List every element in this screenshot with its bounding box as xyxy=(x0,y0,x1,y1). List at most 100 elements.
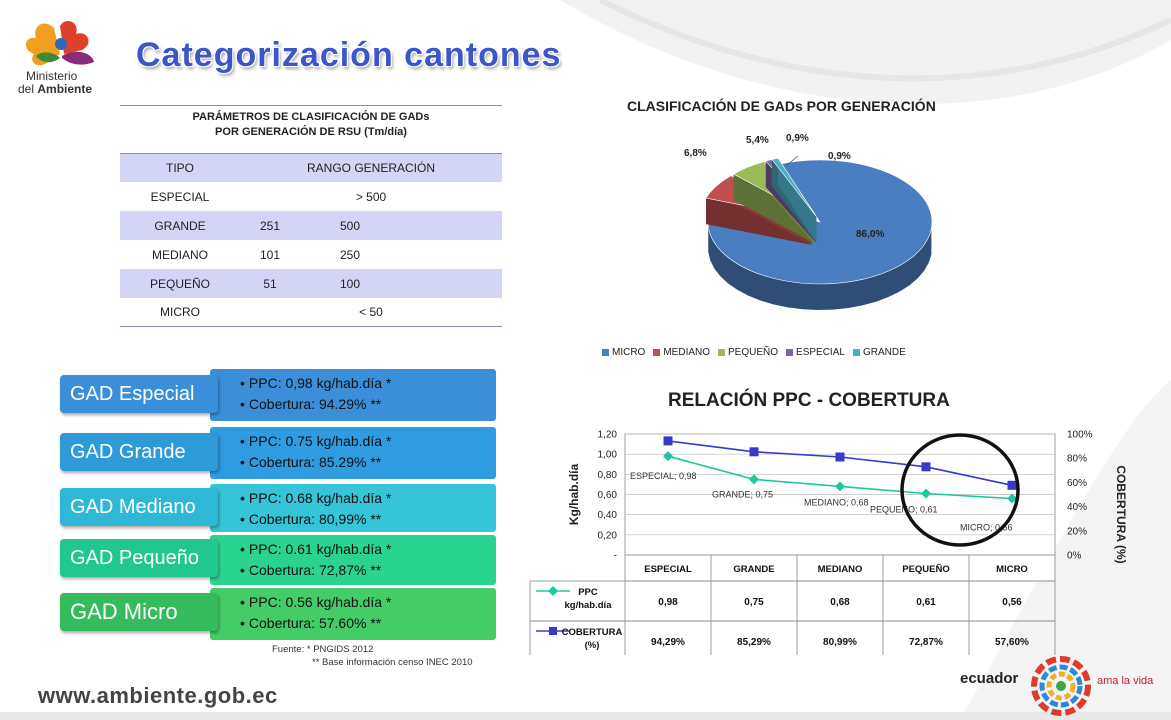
legend-label: ESPECIAL xyxy=(796,347,845,358)
legend-swatch xyxy=(786,349,794,356)
pie-label-mediano: 6,8% xyxy=(684,148,707,159)
pie-leader-line xyxy=(785,155,799,167)
gad-label: GAD Micro xyxy=(60,593,218,631)
series-point xyxy=(1007,480,1017,490)
table-row: PEQUEÑO 51 100 xyxy=(120,269,502,298)
y-tick-label: 0,60 xyxy=(598,490,618,501)
table-value: 0,75 xyxy=(744,597,764,608)
parameters-caption-line2: POR GENERACIÓN DE RSU (Tm/día) xyxy=(215,126,407,138)
point-label: ESPECIAL; 0,98 xyxy=(630,471,697,481)
cell-tipo: GRANDE xyxy=(154,218,206,233)
y2-tick-label: 60% xyxy=(1067,478,1087,489)
gad-cobertura: Cobertura: 94.29% ** xyxy=(240,394,391,415)
legend-item: MICRO xyxy=(602,347,645,358)
gad-micro-block: GAD Micro PPC: 0.56 kg/hab.día * Cobertu… xyxy=(60,588,496,640)
table-value: 72,87% xyxy=(909,637,943,648)
logo-line1: Ministerio xyxy=(26,69,78,83)
table-category: PEQUEÑO xyxy=(902,564,950,575)
table-category: MICRO xyxy=(996,564,1028,575)
gad-cobertura: Cobertura: 57.60% ** xyxy=(240,613,391,634)
pie-slice-wall xyxy=(733,174,815,244)
y2-tick-label: 0% xyxy=(1067,551,1082,562)
parameters-caption: PARÁMETROS DE CLASIFICACIÓN DE GADs POR … xyxy=(120,105,502,153)
series-point xyxy=(663,451,673,462)
source-line1: Fuente: * PNGIDS 2012 xyxy=(272,644,374,655)
line-chart-title: RELACIÓN PPC - COBERTURA xyxy=(668,390,950,411)
gad-cobertura: Cobertura: 85.29% ** xyxy=(240,452,391,473)
line-chart: - 0,20 0,40 0,60 0,80 1,00 1,20 0% 20% 40% 60% 80% 1… xyxy=(529,430,1128,655)
series-point xyxy=(749,474,759,485)
y-tick-label: 0,80 xyxy=(598,470,618,481)
legend-item: PEQUEÑO xyxy=(718,347,778,358)
table-category: ESPECIAL xyxy=(644,564,692,575)
table-row: MEDIANO 101 250 xyxy=(120,240,502,269)
y2-tick-label: 20% xyxy=(1067,526,1087,537)
gad-grande-block: GAD Grande PPC: 0.75 kg/hab.día * Cobert… xyxy=(60,427,496,479)
series-point xyxy=(921,462,931,472)
legend-item: ESPECIAL xyxy=(786,347,845,358)
gad-details: PPC: 0.75 kg/hab.día * Cobertura: 85.29%… xyxy=(240,431,391,473)
cell-tipo: PEQUEÑO xyxy=(149,276,210,291)
table-value: 80,99% xyxy=(823,637,857,648)
y2-tick-label: 100% xyxy=(1067,430,1093,441)
series-point xyxy=(835,452,845,462)
gad-label: GAD Pequeño xyxy=(60,539,218,577)
gad-cobertura: Cobertura: 72,87% ** xyxy=(240,560,391,581)
gad-cobertura: Cobertura: 80,99% ** xyxy=(240,509,391,530)
gad-label: GAD Grande xyxy=(60,433,218,471)
point-label: GRANDE; 0,75 xyxy=(712,489,773,499)
legend-swatch xyxy=(852,349,860,356)
series-point xyxy=(835,481,845,492)
y-tick-label: 0,20 xyxy=(598,530,618,541)
gad-details: PPC: 0,98 kg/hab.día * Cobertura: 94.29%… xyxy=(240,373,391,415)
gad-ppc: PPC: 0.75 kg/hab.día * xyxy=(240,431,391,452)
cell-max: 500 xyxy=(339,218,361,233)
cell-min: 51 xyxy=(263,276,277,291)
y2-axis-title: COBERTURA (%) xyxy=(1114,465,1128,563)
gad-pequeno-block: GAD Pequeño PPC: 0.61 kg/hab.día * Cober… xyxy=(60,535,496,585)
y-axis-title: Kg/hab.día xyxy=(567,464,581,526)
series-point xyxy=(921,488,931,499)
table-value: 0,56 xyxy=(1002,597,1022,608)
table-value: 85,29% xyxy=(737,637,771,648)
legend-label: MEDIANO xyxy=(663,347,711,358)
header-tipo: TIPO xyxy=(165,161,194,175)
cell-max: 100 xyxy=(339,276,361,291)
gad-details: PPC: 0.68 kg/hab.día * Cobertura: 80,99%… xyxy=(240,488,391,530)
logo-text: Ministerio del Ambiente xyxy=(18,70,92,96)
gad-ppc: PPC: 0.61 kg/hab.día * xyxy=(240,539,391,560)
pie-slice-micro xyxy=(707,159,933,285)
gad-mediano-block: GAD Mediano PPC: 0.68 kg/hab.día * Cober… xyxy=(60,484,496,532)
legend-swatch xyxy=(602,349,609,356)
y-tick-label: 1,00 xyxy=(598,450,618,461)
table-value: 57,60% xyxy=(995,637,1029,648)
header-rango: RANGO GENERACIÓN xyxy=(306,161,435,175)
cell-min: 251 xyxy=(259,218,281,233)
pie-legend: MICRO MEDIANO PEQUEÑO ESPECIAL GRANDE xyxy=(602,347,914,358)
logo-line2a: del xyxy=(18,82,38,96)
table-legend-marker xyxy=(549,627,557,635)
y-tick-label: 1,20 xyxy=(598,430,618,441)
gad-label: GAD Especial xyxy=(60,375,218,413)
cell-tipo: MEDIANO xyxy=(151,247,208,262)
gad-details: PPC: 0.61 kg/hab.día * Cobertura: 72,87%… xyxy=(240,539,391,581)
pie-label-micro: 86,0% xyxy=(856,229,885,240)
y2-tick-label: 80% xyxy=(1067,454,1087,465)
cell-min: 101 xyxy=(259,247,281,262)
table-category: GRANDE xyxy=(733,564,774,575)
footer-url[interactable]: www.ambiente.gob.ec xyxy=(38,683,278,708)
point-label: MEDIANO; 0,68 xyxy=(804,497,869,507)
gad-label: GAD Mediano xyxy=(60,488,218,526)
highlight-circle xyxy=(900,433,1020,547)
y2-tick-label: 40% xyxy=(1067,502,1087,513)
legend-item: MEDIANO xyxy=(653,347,710,358)
footer-divider xyxy=(0,712,1171,720)
source-note: Fuente: * PNGIDS 2012 ** Base informació… xyxy=(272,643,473,669)
gad-details: PPC: 0.56 kg/hab.día * Cobertura: 57.60%… xyxy=(240,592,391,634)
pie-slice-grande xyxy=(771,157,817,217)
cell-tipo: ESPECIAL xyxy=(150,189,210,204)
cell-tipo: MICRO xyxy=(160,305,200,319)
table-series-name: PPC xyxy=(578,587,598,598)
table-header: TIPO RANGO GENERACIÓN xyxy=(120,153,502,182)
point-label: MICRO; 0,56 xyxy=(960,523,1013,533)
